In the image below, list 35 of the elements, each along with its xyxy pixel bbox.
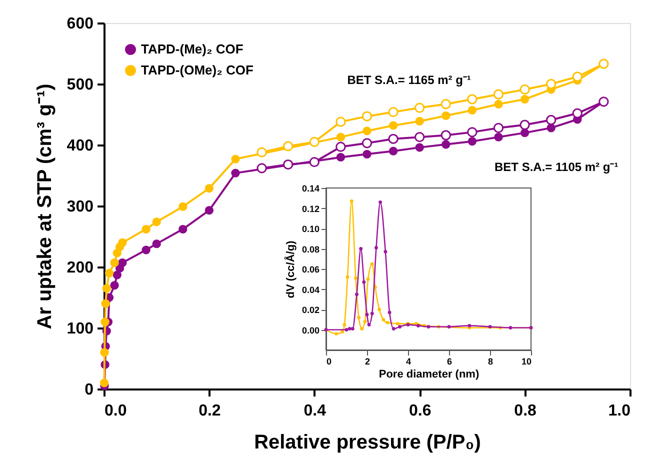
x-tick-label: 0 (326, 356, 332, 366)
y-tick-label: 600 (66, 16, 94, 32)
y-tick-label: 200 (66, 260, 94, 276)
y-tick-label: 0 (84, 382, 94, 398)
y-tick-label: 0.04 (302, 284, 320, 295)
x-tick-label: 0.4 (304, 402, 326, 420)
y-tick-label: 300 (66, 198, 94, 216)
y-tick-label: 0.02 (302, 305, 320, 315)
x-tick-label: 4 (406, 356, 412, 366)
y-tick-label: 500 (66, 76, 94, 94)
y-tick-label: 0.06 (302, 264, 320, 274)
y-tick-label: 0.08 (302, 244, 320, 254)
y-tick-label: 0.14 (302, 184, 320, 194)
x-tick-label: 10 (521, 356, 532, 366)
x-tick-label: 8 (488, 356, 494, 366)
x-tick-label: 0.2 (198, 402, 221, 420)
x-tick-label: 0.6 (408, 402, 432, 420)
x-tick-label: 1.0 (608, 402, 631, 420)
y-axis-title: Ar uptake at STP (cm³ g⁻¹) (34, 84, 56, 330)
annotation: BET S.A.= 1165 m² g⁻¹ (347, 73, 471, 87)
x-axis-title: Pore diameter (nm) (378, 368, 480, 380)
y-axis-title: dV (cc/Å/g) (284, 240, 297, 298)
y-tick-label: 0.00 (302, 325, 320, 336)
x-tick-label: 0.8 (514, 402, 537, 420)
y-tick-label: 0.10 (302, 224, 320, 234)
legend-label: TAPD-(OMe)₂ COF (141, 62, 254, 78)
y-tick-label: 0.12 (302, 204, 320, 214)
x-axis-title: Relative pressure (P/P₀) (254, 432, 481, 454)
legend-label: TAPD-(Me)₂ COF (141, 42, 244, 56)
x-tick-label: 0.0 (104, 402, 127, 420)
annotation: BET S.A.= 1105 m² g⁻¹ (494, 160, 618, 174)
y-tick-label: 100 (66, 320, 94, 338)
x-tick-label: 2 (364, 356, 370, 366)
x-tick-label: 6 (446, 356, 452, 366)
y-tick-label: 400 (66, 138, 94, 154)
